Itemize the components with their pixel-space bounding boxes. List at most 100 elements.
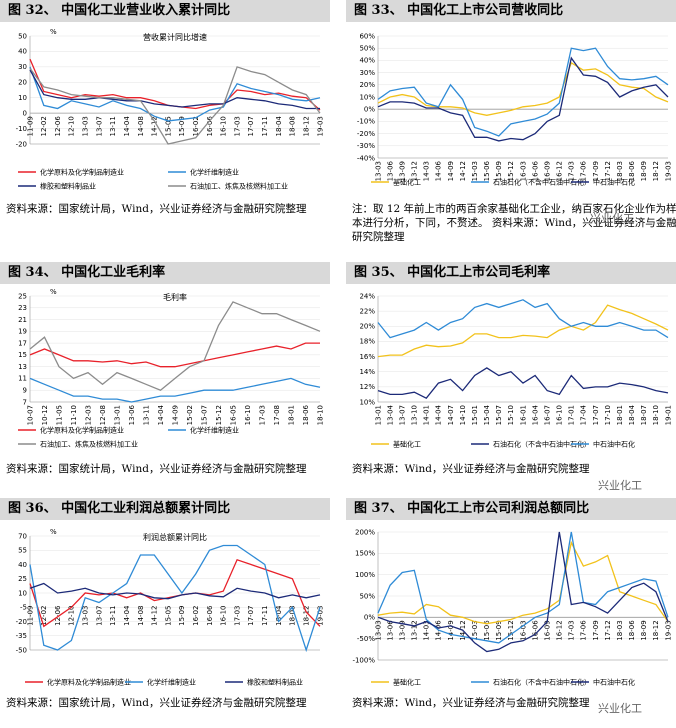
x-tick-label: 14-01 — [423, 405, 431, 425]
x-tick-label: 18-03 — [616, 161, 624, 181]
y-tick-label: 50% — [359, 45, 375, 53]
y-tick-label: 70 — [18, 532, 27, 540]
y-tick-label: 40% — [359, 57, 375, 65]
x-tick-label: 13-11 — [109, 606, 117, 626]
x-tick-label: 19-03 — [664, 161, 672, 181]
x-tick-label: 16-05 — [229, 405, 237, 425]
x-tick-label: 13-11 — [109, 116, 117, 136]
x-tick-label: 16-10 — [220, 606, 228, 626]
x-tick-label: 13-07 — [398, 405, 406, 425]
line-chart: -100% -50% 0% 50% 100% 150% 200% 13-03 13-06 13-0… — [352, 528, 672, 687]
legend-label: 石油石化（不含中石油中石化） — [493, 678, 591, 687]
x-tick-label: 15-09 — [495, 620, 503, 640]
x-tick-label: 13-01 — [113, 405, 121, 425]
x-tick-label: 19-03 — [316, 606, 324, 626]
y-tick-label: -20 — [16, 140, 27, 148]
x-tick-label: 18-07 — [640, 405, 648, 425]
x-tick-label: 18-09 — [640, 161, 648, 181]
y-tick-label: 10 — [18, 94, 27, 102]
y-tick-label: -50 — [16, 646, 27, 654]
x-tick-label: 16-06 — [531, 620, 539, 641]
x-tick-label: 18-01 — [287, 405, 295, 425]
x-tick-label: 12-03 — [84, 405, 92, 425]
x-tick-label: 17-04 — [580, 404, 588, 425]
x-tick-label: 14-04 — [123, 116, 131, 137]
legend-label: 石油石化（不含中石油中石化） — [493, 440, 591, 449]
x-tick-label: 10-07 — [26, 405, 34, 425]
y-tick-label: 13 — [18, 363, 27, 371]
chart-panel: 图 33、 中国化工上市公司营收同比 -40% -30% -20% -10% 0% 10% 2… — [346, 0, 676, 243]
figure-title: 图 33、 中国化工上市公司营收同比 — [346, 0, 676, 22]
x-tick-label: 14-10 — [459, 405, 467, 425]
series-line — [29, 342, 320, 368]
y-tick-label: -20 — [16, 618, 27, 626]
watermark: 兴业化工 — [598, 702, 642, 715]
legend-label: 石油加工、炼焦及核燃料加工业 — [190, 182, 288, 191]
legend-label: 化学纤维制造业 — [190, 426, 239, 435]
legend-label: 化学纤维制造业 — [190, 168, 239, 177]
x-tick-label: 15-05 — [164, 116, 172, 136]
y-tick-label: 0% — [364, 106, 375, 114]
x-tick-label: 15-02 — [186, 405, 194, 425]
x-tick-label: 16-09 — [543, 161, 551, 181]
y-tick-label: -30% — [357, 142, 375, 150]
x-tick-label: 18-03 — [616, 620, 624, 640]
series-line — [377, 531, 669, 653]
x-tick-label: 12-06 — [54, 605, 62, 626]
x-tick-label: 17-12 — [604, 620, 612, 640]
x-tick-label: 11-09 — [26, 116, 34, 136]
x-tick-label: 17-12 — [604, 161, 612, 181]
x-tick-label: 13-01 — [374, 405, 382, 425]
y-tick-label: 50 — [18, 32, 27, 40]
x-tick-label: 15-01 — [471, 405, 479, 425]
x-tick-label: 14-03 — [423, 620, 431, 640]
x-tick-label: 16-07 — [543, 405, 551, 425]
x-tick-label: 16-06 — [206, 605, 214, 626]
legend-label: 化学纤维制造业 — [147, 678, 196, 687]
x-tick-label: 14-03 — [423, 161, 431, 181]
x-tick-label: 13-03 — [374, 161, 382, 181]
line-chart: 10% 12% 14% 16% 18% 20% 22% 24% 13-01 13-04 13-07 1… — [359, 292, 672, 449]
x-tick-label: 18-12 — [302, 606, 310, 626]
source-note: 注：取 12 年前上市的两百余家基础化工企业，纳百家石化企业作为样本进行分析，下… — [352, 203, 676, 243]
source-note: 资料来源：国家统计局，Wind，兴业证券经济与金融研究院整理 — [6, 463, 307, 475]
chart-title: 毛利率 — [163, 292, 187, 302]
x-tick-label: 15-06 — [483, 620, 491, 641]
x-tick-label: 15-05 — [164, 606, 172, 626]
source-note: 资料来源：Wind，兴业证券经济与金融研究院整理 — [352, 463, 590, 475]
y-tick-label: 20% — [359, 81, 375, 89]
x-tick-label: 14-12 — [151, 116, 159, 136]
x-tick-label: 15-12 — [215, 405, 223, 425]
x-tick-label: 19-03 — [316, 116, 324, 136]
line-chart: 7 9 11 13 15 17 19 21 23 25 10-07 10-12 11-05 11-10 12… — [18, 288, 324, 449]
x-tick-label: 18-12 — [302, 116, 310, 136]
y-tick-label: 15 — [18, 351, 27, 359]
x-tick-label: 16-03 — [519, 620, 527, 640]
x-tick-label: 15-04 — [483, 404, 491, 425]
x-tick-label: 16-10 — [220, 116, 228, 136]
series-line — [29, 69, 320, 110]
x-tick-label: 17-03 — [568, 620, 576, 640]
y-tick-label: 7 — [23, 398, 27, 406]
legend-label: 基础化工 — [393, 178, 421, 187]
y-tick-label: -5 — [20, 604, 27, 612]
x-tick-label: 19-01 — [664, 405, 672, 425]
y-tick-label: -20% — [357, 130, 375, 138]
y-tick-label: 17 — [18, 339, 27, 347]
x-tick-label: 17-03 — [258, 405, 266, 425]
series-line — [377, 61, 669, 116]
legend-label: 橡胶和塑料制品业 — [247, 678, 303, 687]
chart-panel: 图 37、 中国化工上市公司利润总额同比 -100% -50% 0% 50% 100% 15… — [346, 498, 676, 728]
y-tick-label: 60% — [359, 32, 375, 40]
x-tick-label: 13-06 — [128, 404, 136, 425]
y-unit-label: % — [50, 28, 57, 36]
chart-title: 利润总额累计同比 — [143, 532, 207, 542]
x-tick-label: 13-09 — [398, 620, 406, 640]
y-tick-label: -10% — [357, 118, 375, 126]
x-tick-label: 11-09 — [26, 606, 34, 626]
x-tick-label: 13-11 — [142, 405, 150, 425]
x-tick-label: 17-01 — [568, 405, 576, 425]
legend-label: 橡胶和塑料制品业 — [40, 182, 96, 191]
x-tick-label: 18-06 — [628, 160, 636, 181]
watermark: 兴业化工 — [598, 479, 642, 492]
